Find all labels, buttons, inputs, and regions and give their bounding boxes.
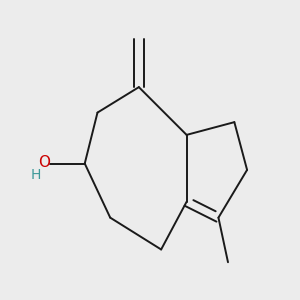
Text: O: O: [38, 155, 50, 170]
Text: H: H: [30, 168, 40, 182]
